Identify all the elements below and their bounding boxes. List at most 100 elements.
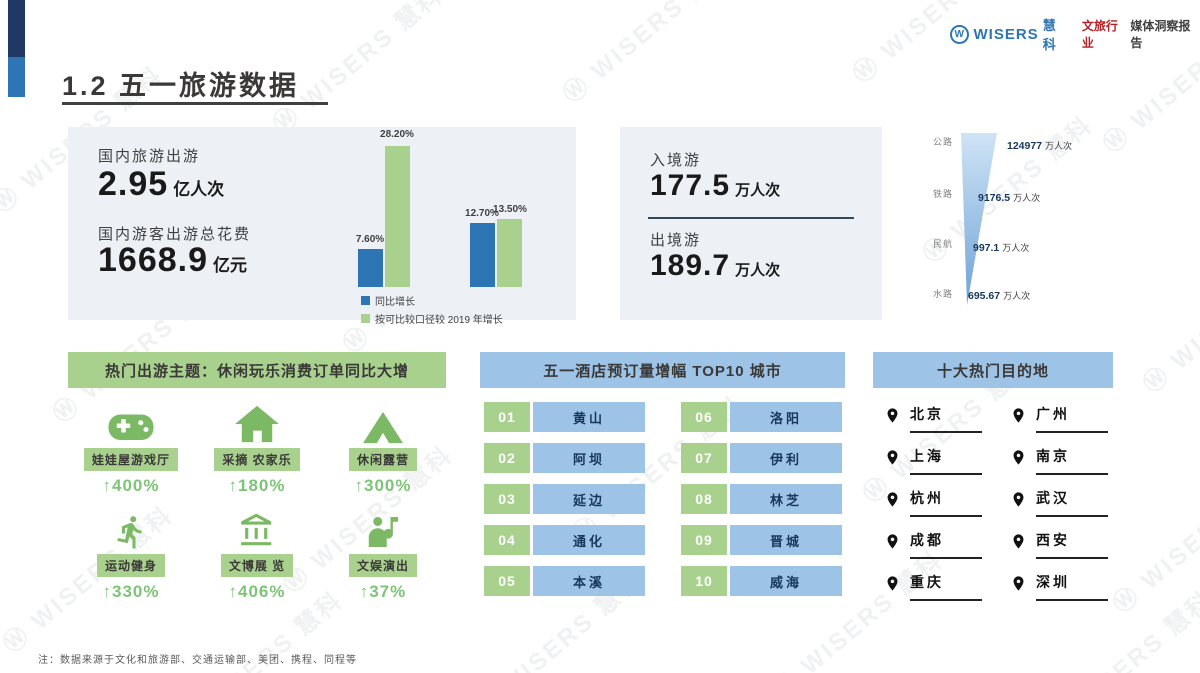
- hotel-row-3: 03 延边: [484, 484, 645, 514]
- accent-bar-dark: [8, 0, 25, 57]
- funnel-cat-air: 民航: [933, 239, 954, 249]
- funnel-value-air: 997.1 万人次: [973, 238, 1029, 256]
- outbound-label: 出境游: [650, 232, 702, 249]
- funnel-unit-road: 万人次: [1045, 141, 1073, 151]
- inbound-label: 入境游: [650, 152, 702, 169]
- funnel-cat-water: 水路: [933, 289, 954, 299]
- destination-name: 重庆: [910, 572, 982, 601]
- brand-name-cn: 慧科: [1042, 18, 1056, 52]
- map-pin-icon: [1013, 408, 1024, 423]
- report-title: 媒体洞察报告: [1130, 19, 1191, 50]
- inbound-value: 177.5 万人次: [650, 169, 780, 203]
- destination-name: 成都: [910, 530, 982, 559]
- hotel-top10-col-2: 06 洛阳 07 伊利 08 林芝 09 晋城 10 威海: [681, 402, 842, 596]
- theme-item-camping: 休闲露营 ↑300%: [348, 392, 417, 498]
- theme-label: 运动健身: [96, 554, 165, 577]
- destinations-col-2: 广州 南京 武汉 西安 深圳: [1010, 404, 1108, 601]
- funnel-cat-road: 公路: [933, 137, 954, 147]
- domestic-spend-number: 1668.9: [98, 241, 208, 279]
- funnel-unit-air: 万人次: [1002, 243, 1030, 253]
- funnel-triangle: [961, 133, 997, 305]
- funnel-number-water: 695.67: [968, 290, 1001, 302]
- card-divider: [648, 217, 854, 219]
- report-title-highlight: 文旅行业: [1081, 19, 1118, 50]
- rank-badge: 05: [484, 566, 530, 596]
- city-bar: 洛阳: [730, 402, 842, 432]
- inbound-unit: 万人次: [735, 182, 781, 199]
- museum-icon: [238, 498, 276, 550]
- source-footnote: 注：数据来源于文化和旅游部、交通运输部、美团、携程、同程等: [38, 655, 357, 666]
- domestic-spend-unit: 亿元: [213, 256, 247, 275]
- hotel-row-5: 05 本溪: [484, 566, 645, 596]
- house-icon: [234, 392, 280, 444]
- domestic-spend-label: 国内游客出游总花费: [98, 226, 252, 243]
- legend-swatch-green-icon: [361, 314, 370, 323]
- theme-item-arcade: 娃娃屋游戏厅 ↑400%: [83, 392, 178, 498]
- destination-name: 西安: [1036, 530, 1108, 559]
- domestic-tourism-card: 国内旅游出游 2.95 亿人次 国内游客出游总花费 1668.9 亿元 7.60% …: [68, 127, 576, 326]
- hotel-top10-header: 五一酒店预订量增幅 TOP10 城市: [480, 352, 845, 388]
- destination-name: 北京: [910, 404, 982, 433]
- bar-label-yoy-2: 12.70%: [465, 208, 499, 219]
- destination-item: 北京: [884, 404, 982, 433]
- outbound-unit: 万人次: [735, 262, 781, 279]
- hotel-row-1: 01 黄山: [484, 402, 645, 432]
- map-pin-icon: [887, 408, 898, 423]
- destination-item: 深圳: [1010, 572, 1108, 601]
- theme-growth: ↑180%: [228, 476, 286, 495]
- rank-badge: 03: [484, 484, 530, 514]
- hotel-row-10: 10 威海: [681, 566, 842, 596]
- bar-yoy-2: [470, 223, 495, 287]
- bar-label-2019-1: 28.20%: [380, 129, 414, 140]
- funnel-value-water: 695.67 万人次: [968, 286, 1030, 304]
- bar-2019-1: [385, 146, 410, 287]
- theme-growth: ↑400%: [102, 476, 160, 495]
- map-pin-icon: [887, 450, 898, 465]
- destinations-col-1: 北京 上海 杭州 成都 重庆: [884, 404, 982, 601]
- map-pin-icon: [1013, 576, 1024, 591]
- chart-legend: 同比增长 按可比较口径较 2019 年增长: [361, 293, 503, 329]
- rank-badge: 09: [681, 525, 727, 555]
- wisers-logo-icon: W: [950, 24, 969, 44]
- city-bar: 林芝: [730, 484, 842, 514]
- theme-label: 采摘 农家乐: [214, 448, 300, 471]
- destination-item: 成都: [884, 530, 982, 559]
- title-underline: [62, 102, 328, 105]
- inbound-number: 177.5: [650, 169, 731, 202]
- city-bar: 威海: [730, 566, 842, 596]
- rank-badge: 01: [484, 402, 530, 432]
- accent-bar-blue: [8, 57, 25, 97]
- themes-header: 热门出游主题：休闲玩乐消费订单同比大增: [68, 352, 446, 388]
- hotel-row-2: 02 阿坝: [484, 443, 645, 473]
- legend-item-2019: 按可比较口径较 2019 年增长: [361, 311, 503, 326]
- performer-icon: [365, 498, 401, 550]
- legend-item-yoy: 同比增长: [361, 293, 503, 308]
- page-title: 1.2 五一旅游数据: [62, 71, 300, 101]
- outbound-number: 189.7: [650, 249, 731, 282]
- destination-name: 上海: [910, 446, 982, 475]
- domestic-spend-value: 1668.9 亿元: [98, 241, 247, 280]
- city-bar: 本溪: [533, 566, 645, 596]
- theme-item-farm: 采摘 农家乐 ↑180%: [214, 392, 300, 498]
- map-pin-icon: [1013, 450, 1024, 465]
- theme-label: 娃娃屋游戏厅: [83, 448, 178, 471]
- destination-item: 重庆: [884, 572, 982, 601]
- theme-item-fitness: 运动健身 ↑330%: [96, 498, 165, 610]
- theme-growth: ↑330%: [102, 582, 160, 601]
- city-bar: 通化: [533, 525, 645, 555]
- map-pin-icon: [887, 492, 898, 507]
- map-pin-icon: [887, 534, 898, 549]
- theme-item-shows: 文娱演出 ↑37%: [348, 498, 417, 610]
- destination-name: 杭州: [910, 488, 982, 517]
- funnel-value-road: 124977 万人次: [1007, 136, 1072, 154]
- city-bar: 阿坝: [533, 443, 645, 473]
- rank-badge: 10: [681, 566, 727, 596]
- rank-badge: 06: [681, 402, 727, 432]
- transport-funnel-chart: 公路 铁路 民航 水路 124977 万人次 9176.5 万人次 997.1 万人次…: [915, 127, 1125, 320]
- themes-grid: 娃娃屋游戏厅 ↑400% 采摘 农家乐 ↑180%: [68, 392, 446, 610]
- funnel-unit-water: 万人次: [1003, 291, 1031, 301]
- domestic-trips-unit: 亿人次: [173, 180, 225, 199]
- destination-name: 深圳: [1036, 572, 1108, 601]
- city-bar: 延边: [533, 484, 645, 514]
- growth-bar-chart: 7.60% 28.20% 12.70% 13.50% 同比增长 按可比较口径较 …: [353, 129, 568, 326]
